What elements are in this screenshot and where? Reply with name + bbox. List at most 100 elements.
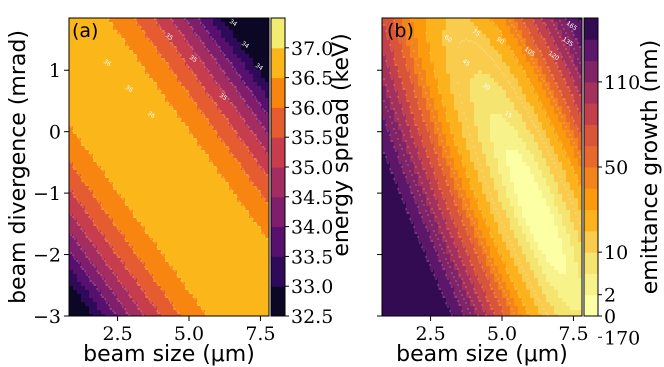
heatmap-cell <box>169 130 174 135</box>
heatmap-cell <box>189 102 194 107</box>
heatmap-cell <box>193 182 198 187</box>
heatmap-cell <box>394 146 399 151</box>
heatmap-cell <box>93 126 98 131</box>
heatmap-cell <box>197 154 202 159</box>
heatmap-cell <box>169 294 174 299</box>
heatmap-cell <box>81 210 86 215</box>
heatmap-cell <box>382 182 387 187</box>
heatmap-cell <box>410 106 415 111</box>
contour-point <box>72 192 74 194</box>
contour-point <box>240 116 242 118</box>
heatmap-cell <box>233 290 238 295</box>
heatmap-cell <box>217 242 222 247</box>
contour-point <box>244 82 246 84</box>
heatmap-cell <box>149 162 154 167</box>
heatmap-cell <box>149 234 154 239</box>
heatmap-cell <box>145 82 150 87</box>
heatmap-cell <box>169 238 174 243</box>
heatmap-cell <box>101 74 106 79</box>
heatmap-cell <box>233 234 238 239</box>
heatmap-cell <box>177 198 182 203</box>
heatmap-cell <box>97 238 102 243</box>
heatmap-cell <box>197 214 202 219</box>
heatmap-cell <box>69 222 74 227</box>
heatmap-cell <box>189 26 194 31</box>
heatmap-cell <box>209 122 214 127</box>
heatmap-cell <box>169 230 174 235</box>
heatmap-cell <box>93 122 98 127</box>
heatmap-cell <box>69 314 74 316</box>
heatmap-cell <box>201 206 206 211</box>
heatmap-cell <box>101 30 106 35</box>
heatmap-cell <box>69 70 74 75</box>
heatmap-cell <box>265 114 269 119</box>
heatmap-cell <box>193 86 198 91</box>
heatmap-cell <box>69 166 74 171</box>
contour-point <box>208 122 210 124</box>
heatmap-cell <box>205 178 210 183</box>
heatmap-cell <box>109 166 114 171</box>
heatmap-cell <box>181 274 186 279</box>
heatmap-cell <box>261 70 266 75</box>
heatmap-cell <box>73 178 78 183</box>
heatmap-cell <box>386 86 391 91</box>
heatmap-cell <box>129 58 134 63</box>
heatmap-cell <box>233 246 238 251</box>
heatmap-cell <box>241 270 246 275</box>
heatmap-cell <box>406 302 411 307</box>
contour-point <box>164 96 166 98</box>
contour-point <box>256 224 258 226</box>
heatmap-cell <box>105 86 110 91</box>
heatmap-cell <box>93 274 98 279</box>
heatmap-cell <box>241 238 246 243</box>
heatmap-cell <box>97 310 102 315</box>
heatmap-cell <box>205 154 210 159</box>
heatmap-cell <box>394 50 399 55</box>
heatmap-cell <box>153 94 158 99</box>
heatmap-cell <box>233 130 238 135</box>
heatmap-cell <box>233 306 238 311</box>
heatmap-cell <box>149 250 154 255</box>
heatmap-cell <box>181 50 186 55</box>
heatmap-cell <box>189 74 194 79</box>
contour-point <box>76 172 78 174</box>
contour-point <box>116 190 118 192</box>
heatmap-cell <box>394 18 399 23</box>
contour-point <box>128 206 130 208</box>
heatmap-cell <box>209 210 214 215</box>
contour-point <box>202 150 204 152</box>
heatmap-cell <box>69 294 74 299</box>
heatmap-cell <box>169 250 174 255</box>
heatmap-cell <box>221 170 226 175</box>
heatmap-cell <box>81 306 86 311</box>
heatmap-cell <box>197 274 202 279</box>
heatmap-cell <box>261 306 266 311</box>
heatmap-cell <box>209 286 214 291</box>
heatmap-cell <box>193 222 198 227</box>
heatmap-cell <box>181 22 186 27</box>
heatmap-cell <box>390 102 395 107</box>
heatmap-cell <box>201 282 206 287</box>
heatmap-cell <box>394 294 399 299</box>
heatmap-cell <box>109 254 114 259</box>
heatmap-cell <box>85 74 90 79</box>
heatmap-cell <box>261 222 266 227</box>
heatmap-cell <box>73 130 78 135</box>
heatmap-cell <box>133 238 138 243</box>
heatmap-cell <box>209 70 214 75</box>
contour-point <box>188 130 190 132</box>
heatmap-cell <box>386 258 391 263</box>
heatmap-cell <box>398 242 403 247</box>
heatmap-cell <box>398 238 403 243</box>
heatmap-cell <box>257 82 262 87</box>
heatmap-cell <box>173 174 178 179</box>
heatmap-cell <box>93 294 98 299</box>
heatmap-cell <box>225 186 230 191</box>
heatmap-cell <box>81 310 86 315</box>
heatmap-cell <box>237 246 242 251</box>
heatmap-cell <box>137 154 142 159</box>
heatmap-cell <box>85 218 90 223</box>
heatmap-cell <box>265 258 269 263</box>
heatmap-cell <box>261 38 266 43</box>
heatmap-cell <box>386 202 391 207</box>
